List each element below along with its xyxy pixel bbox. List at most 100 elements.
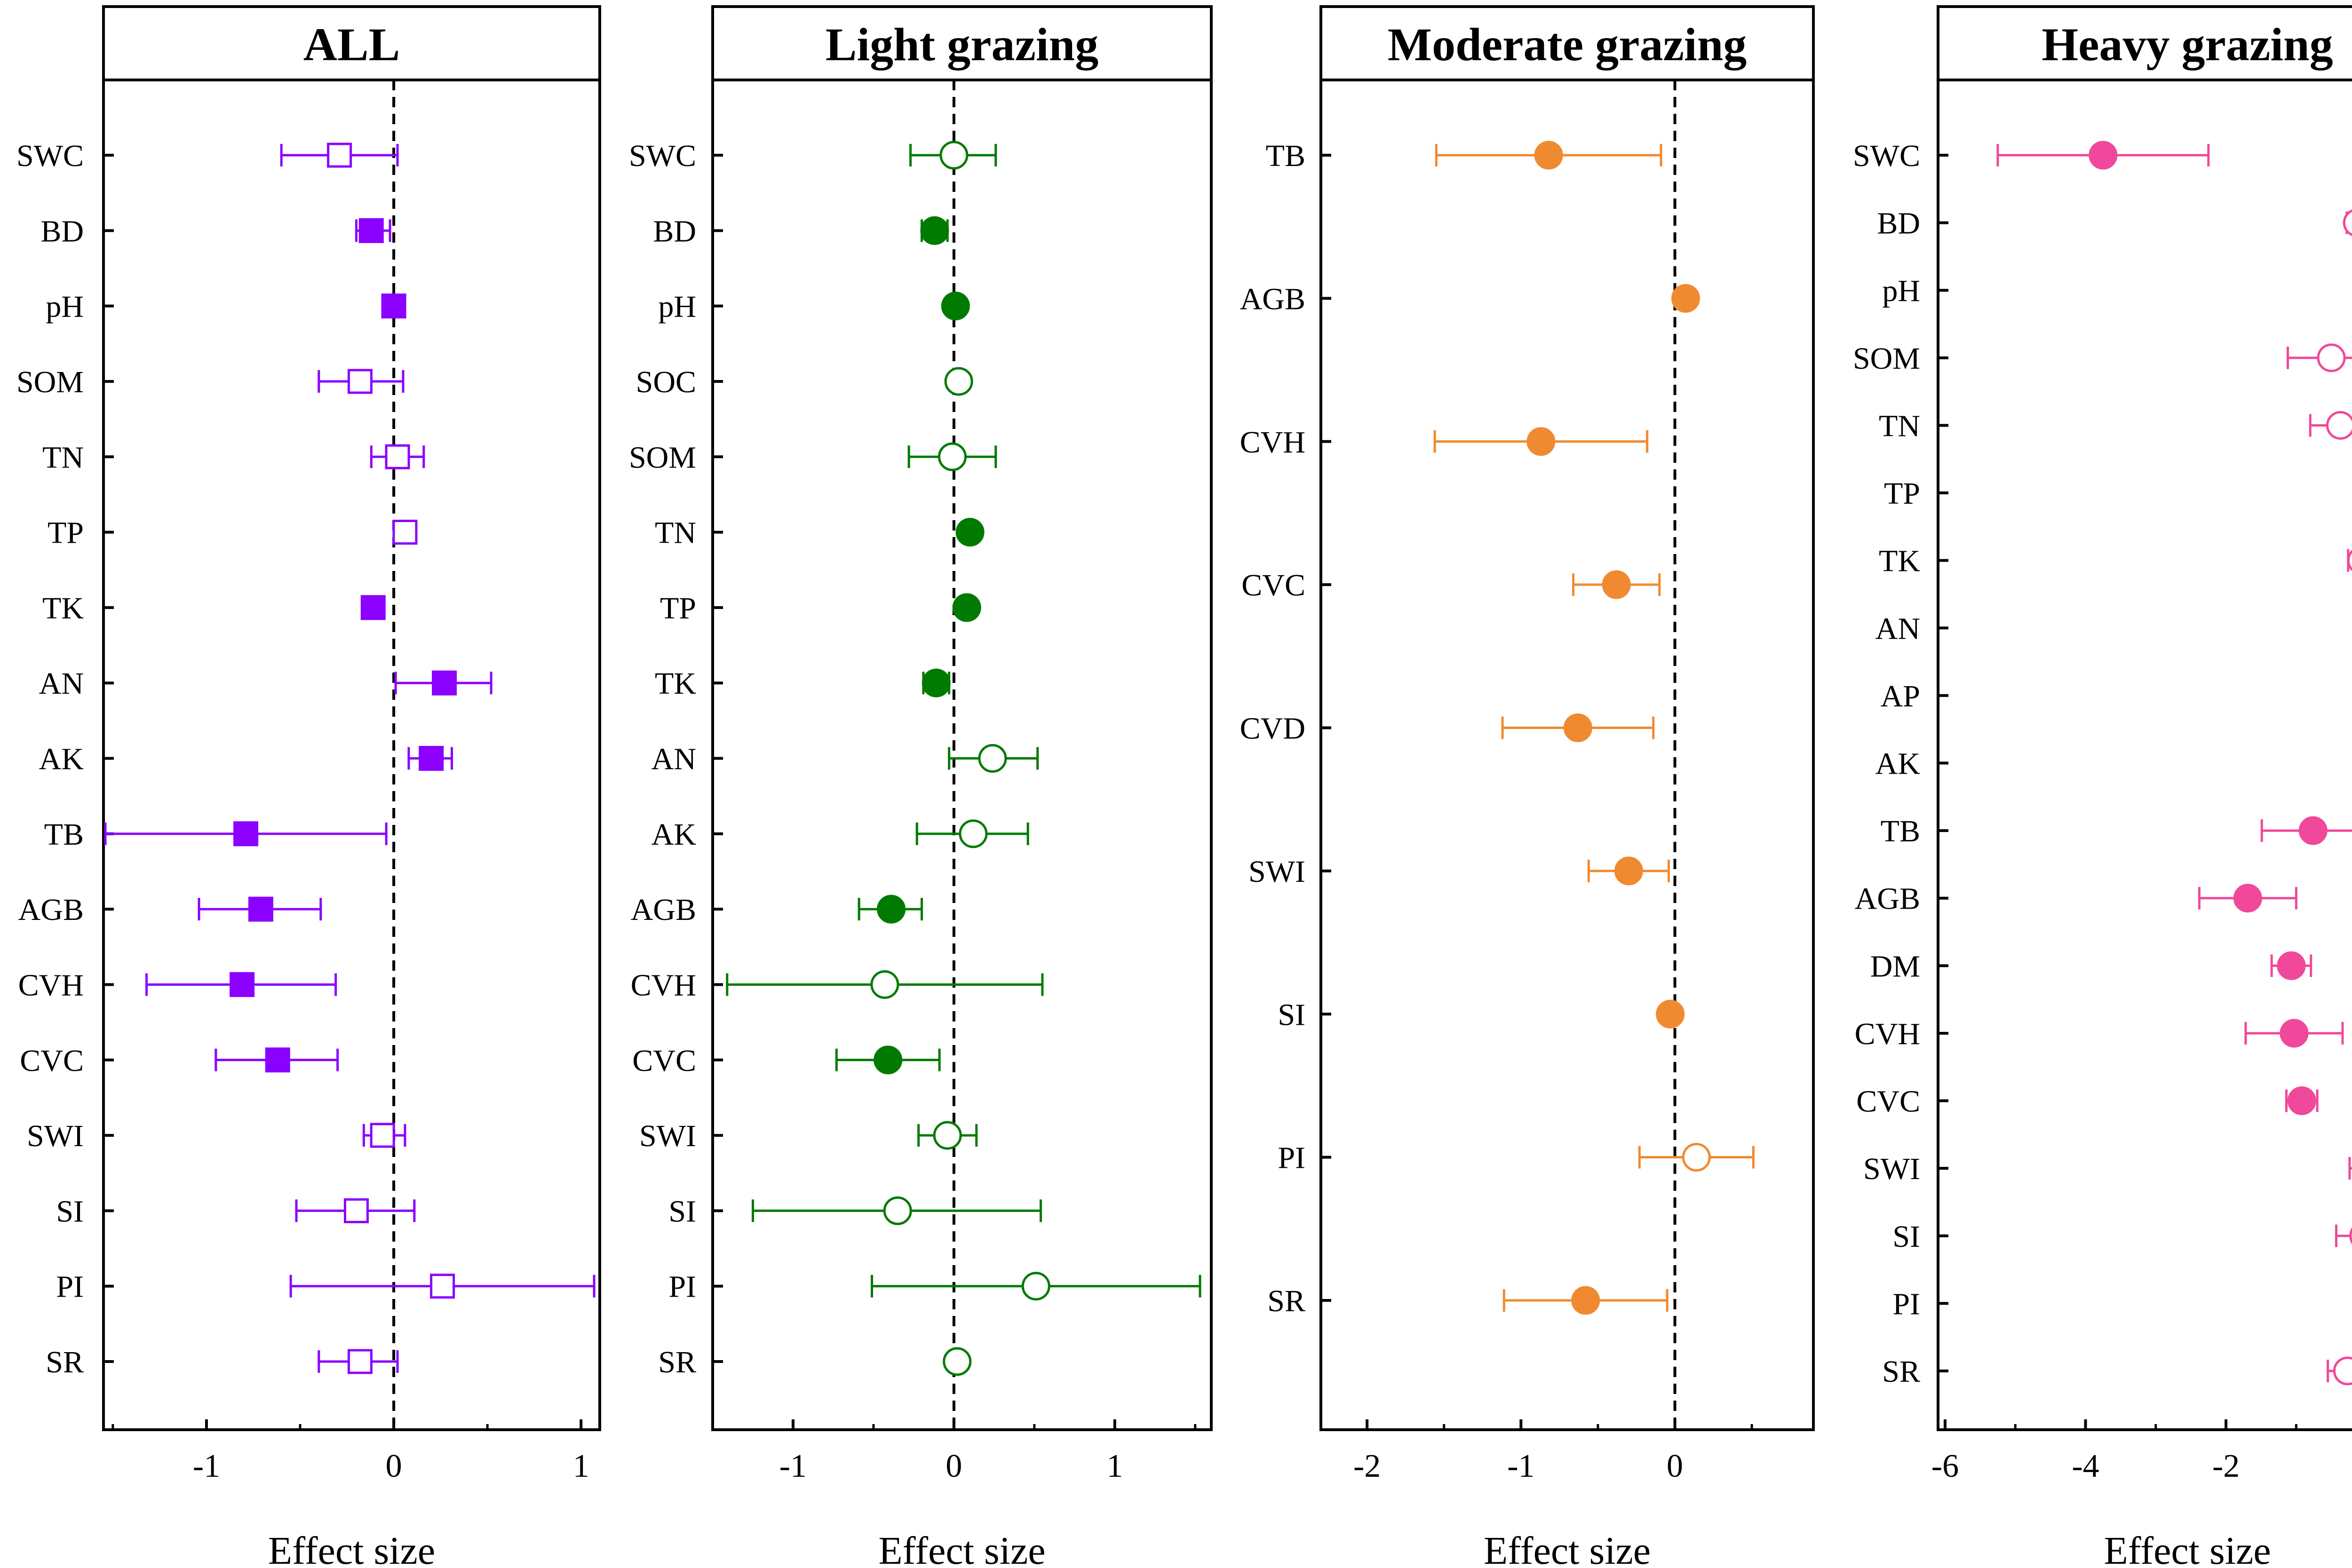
panel-frame bbox=[1319, 5, 1815, 1431]
x-axis-label: Effect size bbox=[268, 1529, 435, 1568]
x-tick-label: 0 bbox=[386, 1448, 402, 1484]
effect-point bbox=[978, 744, 1007, 773]
effect-point bbox=[347, 369, 373, 394]
effect-point bbox=[933, 1121, 962, 1150]
category-label: BD bbox=[1877, 206, 1920, 241]
category-label: TB bbox=[1881, 814, 1920, 848]
effect-point bbox=[943, 1347, 972, 1376]
category-label: SWC bbox=[1853, 139, 1920, 173]
category-label: SWC bbox=[629, 139, 696, 173]
category-label: SWI bbox=[27, 1119, 84, 1153]
panel-title: ALL bbox=[303, 18, 400, 71]
category-label: AGB bbox=[1855, 882, 1920, 916]
effect-point bbox=[952, 593, 981, 622]
effect-point bbox=[233, 821, 259, 847]
category-label: TP bbox=[48, 516, 84, 550]
effect-point bbox=[392, 520, 418, 545]
category-label: TB bbox=[44, 817, 84, 852]
category-label: SWC bbox=[16, 139, 84, 173]
category-label: SOM bbox=[16, 365, 84, 399]
category-label: SR bbox=[658, 1345, 696, 1379]
category-label: CVH bbox=[18, 968, 84, 1002]
category-label: SI bbox=[668, 1194, 696, 1228]
x-tick-label: -1 bbox=[1507, 1448, 1534, 1484]
effect-point bbox=[874, 1045, 903, 1075]
effect-point bbox=[922, 668, 951, 697]
category-label: TN bbox=[1879, 409, 1920, 443]
effect-point bbox=[883, 1196, 912, 1225]
x-tick-label: -1 bbox=[779, 1448, 807, 1484]
effect-point bbox=[2349, 1227, 2352, 1244]
effect-point bbox=[870, 970, 899, 999]
category-label: AK bbox=[652, 817, 696, 852]
category-label: SWI bbox=[639, 1119, 696, 1153]
effect-point bbox=[959, 819, 988, 848]
effect-point bbox=[1671, 284, 1700, 313]
category-label: SOM bbox=[629, 440, 696, 475]
x-tick-label: 0 bbox=[1667, 1448, 1683, 1484]
category-label: PI bbox=[56, 1270, 84, 1304]
effect-point bbox=[2298, 816, 2328, 845]
effect-point bbox=[419, 746, 444, 771]
category-label: CVC bbox=[1241, 568, 1305, 602]
category-label: AN bbox=[39, 666, 84, 701]
category-label: PI bbox=[668, 1270, 696, 1304]
category-label: AGB bbox=[631, 893, 696, 927]
effect-point bbox=[938, 442, 967, 471]
category-label: AN bbox=[652, 742, 696, 776]
category-label: TK bbox=[655, 666, 696, 701]
x-axis-label: Effect size bbox=[878, 1529, 1045, 1568]
effect-point bbox=[347, 1349, 373, 1374]
category-label: CVD bbox=[1240, 712, 1305, 746]
category-label: TB bbox=[1266, 139, 1305, 173]
effect-point bbox=[2287, 1086, 2316, 1116]
panel-heavy-grazing: Heavy grazing-6-4-20Effect sizeSWCBDpHSO… bbox=[1853, 5, 2352, 1568]
category-label: SR bbox=[1267, 1284, 1305, 1318]
panel-frame bbox=[711, 5, 1213, 1431]
category-label: BD bbox=[40, 214, 84, 248]
category-label: CVH bbox=[631, 968, 696, 1002]
panel-title: Moderate grazing bbox=[1388, 18, 1747, 71]
panel-title: Heavy grazing bbox=[2042, 18, 2333, 71]
effect-point bbox=[1526, 427, 1556, 456]
category-label: SOM bbox=[1853, 341, 1920, 376]
category-label: AK bbox=[1875, 747, 1920, 781]
effect-point bbox=[877, 895, 906, 924]
x-tick-label: -2 bbox=[1353, 1448, 1381, 1484]
effect-point bbox=[381, 293, 406, 319]
category-label: PI bbox=[1278, 1141, 1305, 1175]
effect-point bbox=[327, 143, 352, 168]
panel-all: ALL -1 0 1 Effect size SWC BD pH SOM TN TP TK AN AK TB… bbox=[16, 5, 601, 1568]
effect-point bbox=[2317, 343, 2346, 372]
effect-point bbox=[248, 896, 273, 922]
x-tick-label: -2 bbox=[2212, 1448, 2240, 1484]
category-label: SR bbox=[46, 1345, 84, 1379]
category-label: SOC bbox=[636, 365, 696, 399]
effect-point bbox=[941, 292, 970, 321]
category-label: TP bbox=[660, 591, 696, 626]
category-label: PI bbox=[1892, 1287, 1920, 1321]
panel-frame bbox=[1937, 5, 2352, 1431]
category-label: AK bbox=[39, 742, 84, 776]
category-label: AGB bbox=[1240, 282, 1305, 316]
effect-point bbox=[432, 670, 457, 696]
effect-point bbox=[1571, 1286, 1600, 1315]
panel-light-grazing: Light grazing -1 0 1 Effect size SWC BD pH SOC SO… bbox=[629, 5, 1213, 1568]
x-tick-label: 1 bbox=[573, 1448, 589, 1484]
effect-point bbox=[230, 972, 255, 997]
category-label: SWI bbox=[1248, 855, 1305, 889]
effect-point bbox=[2233, 884, 2262, 913]
effect-point bbox=[343, 1198, 369, 1223]
category-label: SI bbox=[56, 1194, 84, 1228]
x-axis-label: Effect size bbox=[2104, 1529, 2271, 1568]
category-label: TK bbox=[42, 591, 84, 626]
effect-point bbox=[385, 444, 410, 469]
category-label: AGB bbox=[18, 893, 84, 927]
effect-point bbox=[1021, 1272, 1050, 1301]
category-label: TN bbox=[42, 440, 84, 475]
effect-point bbox=[1614, 856, 1643, 886]
x-tick-label: -6 bbox=[1931, 1448, 1959, 1484]
category-label: SI bbox=[1278, 998, 1305, 1032]
effect-point bbox=[944, 367, 973, 396]
